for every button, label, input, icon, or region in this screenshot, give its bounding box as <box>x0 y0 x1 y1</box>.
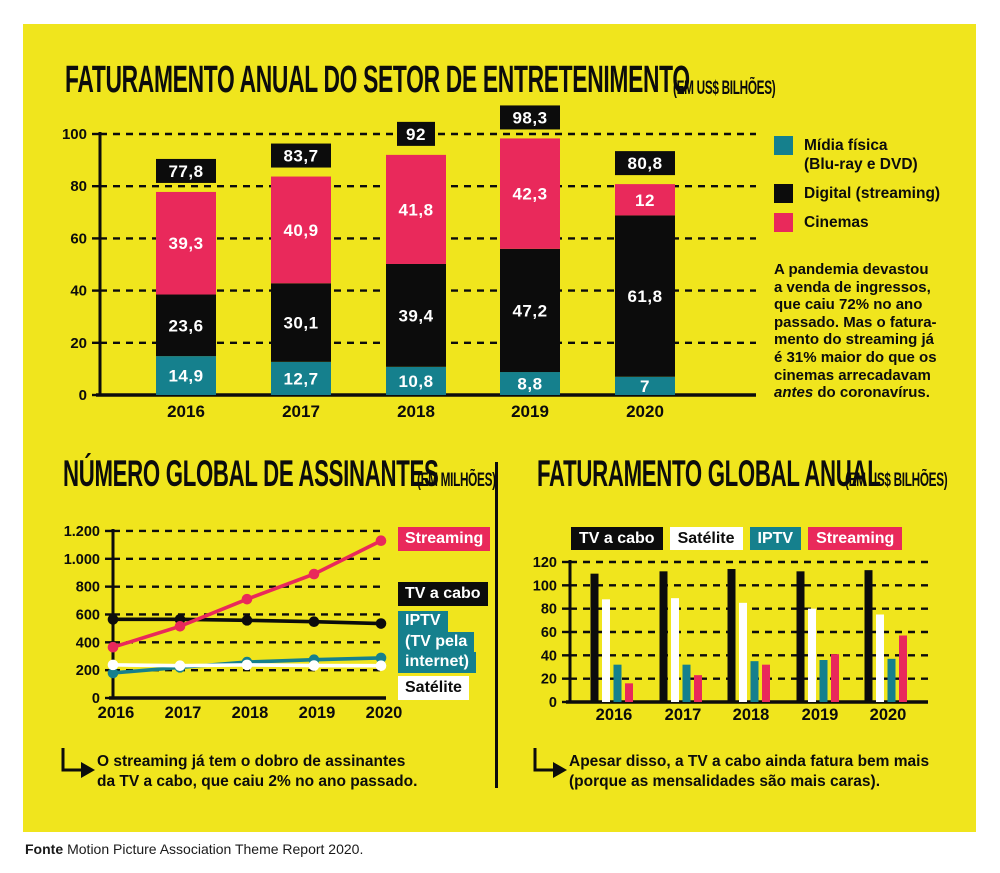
svg-text:40,9: 40,9 <box>283 221 318 240</box>
main-chart-unit: (EM US$ BILHÕES) <box>673 78 776 99</box>
svg-text:200: 200 <box>76 663 100 679</box>
cable-line-label: TV a cabo <box>398 582 488 606</box>
svg-text:77,8: 77,8 <box>168 162 203 181</box>
cinemas-swatch <box>774 213 793 232</box>
svg-text:20: 20 <box>541 672 557 688</box>
legend-item-cinemas: Cinemas <box>774 213 940 232</box>
note-revenue: Apesar disso, a TV a cabo ainda fatura b… <box>569 753 930 790</box>
svg-text:2016: 2016 <box>98 704 135 722</box>
svg-text:2017: 2017 <box>665 706 702 724</box>
subscribers-title: NÚMERO GLOBAL DE ASSINANTES <box>63 453 439 494</box>
svg-text:80: 80 <box>541 602 557 618</box>
svg-text:30,1: 30,1 <box>283 314 318 333</box>
svg-text:2018: 2018 <box>397 402 435 421</box>
svg-text:20: 20 <box>70 335 87 352</box>
svg-text:7: 7 <box>640 377 650 396</box>
footer-source: Fonte Motion Picture Association Theme Re… <box>25 841 363 857</box>
note-subscribers: O streaming já tem o dobro de assinantes… <box>97 753 418 790</box>
subscribers-unit: (EM MILHÕES) <box>417 470 496 491</box>
svg-text:0: 0 <box>79 387 87 404</box>
source-label: Fonte <box>25 841 64 857</box>
svg-text:400: 400 <box>76 635 100 651</box>
source-text: Motion Picture Association Theme Report … <box>67 841 364 857</box>
svg-text:2017: 2017 <box>165 704 202 722</box>
svg-text:600: 600 <box>76 607 100 623</box>
svg-text:0: 0 <box>549 695 557 711</box>
svg-text:98,3: 98,3 <box>512 108 547 127</box>
stacked-bar-chart: 0 20 40 60 80 100 14,9 23,6 39,3 77,8 2016 12,7 30,1… <box>62 105 756 421</box>
svg-text:2016: 2016 <box>596 706 633 724</box>
commentary-last-line: antes do coronavírus. <box>774 384 930 402</box>
svg-text:41,8: 41,8 <box>398 200 433 219</box>
svg-text:42,3: 42,3 <box>512 185 547 204</box>
legend-label: Digital (streaming) <box>804 185 941 202</box>
main-chart-title: FATURAMENTO ANUAL DO SETOR DE ENTRETENIM… <box>65 59 690 101</box>
svg-text:47,2: 47,2 <box>512 301 547 320</box>
svg-text:40: 40 <box>70 283 87 300</box>
svg-text:39,3: 39,3 <box>168 234 203 253</box>
legend-label: Mídia física (Blu-ray e DVD) <box>804 137 918 173</box>
legend-iptv: IPTV <box>749 527 802 550</box>
svg-text:80,8: 80,8 <box>627 154 662 173</box>
svg-text:83,7: 83,7 <box>283 147 318 166</box>
svg-text:2018: 2018 <box>733 706 770 724</box>
satellite-line-label: Satélite <box>398 676 469 700</box>
corner-arrow-icon <box>533 748 567 778</box>
svg-text:61,8: 61,8 <box>627 287 662 306</box>
legend-item-midia-fisica: Mídia física (Blu-ray e DVD) <box>774 136 940 174</box>
svg-text:2019: 2019 <box>802 706 839 724</box>
stacked-chart-legend: Mídia física (Blu-ray e DVD) Digital (str… <box>774 136 940 242</box>
svg-text:100: 100 <box>533 578 557 594</box>
iptv-line-label: IPTV (TV pela internet) <box>398 611 476 673</box>
svg-text:0: 0 <box>92 691 100 707</box>
svg-text:80: 80 <box>70 178 87 195</box>
svg-text:39,4: 39,4 <box>398 306 433 325</box>
svg-text:10,8: 10,8 <box>398 372 433 391</box>
revenue-title: FATURAMENTO GLOBAL ANUAL <box>537 453 881 494</box>
commentary-lines: A pandemia devastou a venda de ingressos,… <box>774 261 937 384</box>
svg-text:12,7: 12,7 <box>283 369 318 388</box>
pandemic-commentary: A pandemia devastou a venda de ingressos,… <box>774 261 984 402</box>
midia-fisica-swatch <box>774 136 793 155</box>
svg-text:2017: 2017 <box>282 402 320 421</box>
svg-text:60: 60 <box>541 625 557 641</box>
svg-text:8,8: 8,8 <box>517 375 542 394</box>
svg-text:1.000: 1.000 <box>64 552 100 568</box>
svg-text:120: 120 <box>533 555 557 571</box>
svg-text:60: 60 <box>70 230 87 247</box>
svg-text:2020: 2020 <box>870 706 907 724</box>
grouped-chart-legend: TV a cabo Satélite IPTV Streaming <box>571 527 903 550</box>
svg-text:92: 92 <box>406 125 426 144</box>
corner-arrow-icon <box>61 748 95 778</box>
legend-item-digital: Digital (streaming) <box>774 184 940 203</box>
svg-text:800: 800 <box>76 580 100 596</box>
svg-text:2018: 2018 <box>232 704 269 722</box>
legend-label: Cinemas <box>804 214 869 231</box>
legend-satelite: Satélite <box>669 527 743 550</box>
legend-streaming: Streaming <box>808 527 903 550</box>
svg-text:1.200: 1.200 <box>64 524 100 540</box>
line-chart: 0 200 400 600 800 1.000 1.200 2016 2017 2018 2019 2… <box>64 524 403 722</box>
svg-text:23,6: 23,6 <box>168 316 203 335</box>
svg-text:2020: 2020 <box>626 402 664 421</box>
section-divider <box>495 462 498 788</box>
svg-text:12: 12 <box>635 191 655 210</box>
svg-text:14,9: 14,9 <box>168 367 203 386</box>
svg-text:40: 40 <box>541 648 557 664</box>
grouped-bar-chart: 0 20 40 60 80 100 120 2016 2017 2018 2019 2020 <box>533 555 928 724</box>
svg-text:2016: 2016 <box>167 402 205 421</box>
svg-text:2019: 2019 <box>299 704 336 722</box>
digital-swatch <box>774 184 793 203</box>
svg-text:2020: 2020 <box>366 704 403 722</box>
legend-tv-a-cabo: TV a cabo <box>571 527 663 550</box>
svg-text:100: 100 <box>62 126 87 143</box>
revenue-unit: (EM US$ BILHÕES) <box>845 470 948 491</box>
streaming-line-label: Streaming <box>398 527 491 551</box>
svg-text:2019: 2019 <box>511 402 549 421</box>
